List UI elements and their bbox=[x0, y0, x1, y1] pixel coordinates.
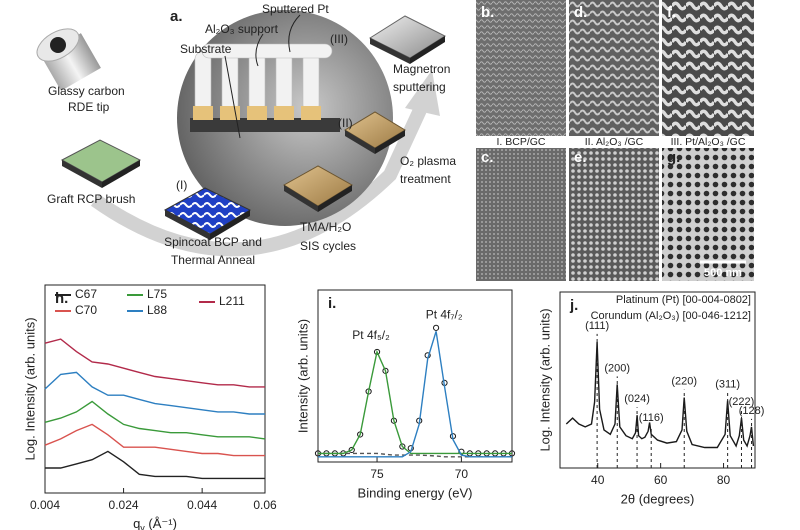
panel-label: i. bbox=[328, 295, 336, 312]
panel-label: f. bbox=[667, 4, 676, 21]
callout: Al₂O₃ support bbox=[205, 22, 279, 36]
y-axis-label: Intensity (arb. units) bbox=[295, 319, 310, 433]
data-line bbox=[318, 349, 512, 455]
data-line bbox=[318, 331, 512, 458]
y-axis-label: Log. Intensity (arb. units) bbox=[22, 317, 37, 460]
data-line bbox=[44, 338, 265, 388]
micrograph bbox=[662, 145, 754, 281]
stage-numeral: (I) bbox=[176, 178, 187, 192]
legend-label: L88 bbox=[147, 303, 167, 317]
reference-legend: Corundum (Al₂O₃) [00-046-1212] bbox=[591, 310, 751, 322]
micrograph bbox=[476, 0, 566, 139]
y-axis-label: Log. Intensity (arb. units) bbox=[537, 308, 552, 451]
panel-label: a. bbox=[170, 8, 183, 25]
process-arrow bbox=[90, 107, 427, 257]
rde-tip bbox=[36, 28, 101, 91]
data-point bbox=[348, 446, 355, 454]
x-axis-label: Binding energy (eV) bbox=[358, 485, 473, 500]
panel-label: g. bbox=[667, 149, 680, 166]
x-tick-label: 60 bbox=[654, 473, 668, 487]
panel-label: e. bbox=[574, 149, 587, 166]
data-line bbox=[44, 371, 265, 415]
callout: Sputtered Pt bbox=[262, 2, 329, 16]
data-line bbox=[565, 341, 755, 449]
panel-label: c. bbox=[481, 149, 494, 166]
data-point bbox=[399, 443, 406, 450]
caption-strip bbox=[476, 136, 754, 148]
peak-index: (222) bbox=[729, 396, 755, 408]
x-label-sub: y bbox=[140, 523, 145, 530]
callout-lines bbox=[224, 14, 301, 139]
panel-label: j. bbox=[569, 297, 578, 314]
peak-index: (024) bbox=[624, 393, 650, 405]
scale-label: 500 nm bbox=[704, 267, 742, 279]
x-tick-label: 0.06 bbox=[253, 498, 277, 512]
x-tick-label: 0.004 bbox=[30, 498, 60, 512]
brush-tile bbox=[60, 139, 142, 183]
panel-label: b. bbox=[481, 4, 494, 21]
plot-frame bbox=[317, 289, 513, 463]
peak-label: Pt 4f₇/₂ bbox=[426, 307, 463, 321]
plot-frame bbox=[559, 291, 756, 469]
x-tick-label: 40 bbox=[591, 473, 605, 487]
schematic: a. Sputtered Pt Al₂O₃ support Substrate … bbox=[36, 2, 456, 267]
panel-label: h. bbox=[55, 290, 68, 307]
reference-legend: Platinum (Pt) [00-004-0802] bbox=[616, 294, 751, 306]
stage-caption: Thermal Anneal bbox=[171, 253, 255, 267]
x-tick-label: 80 bbox=[717, 473, 731, 487]
peak-index: (220) bbox=[671, 376, 697, 388]
step-label: Graft RCP brush bbox=[47, 192, 135, 206]
x-axis-label: 2θ (degrees) bbox=[621, 491, 695, 506]
x-label-part: (Å⁻¹) bbox=[145, 516, 177, 530]
peak-index: (311) bbox=[715, 378, 740, 390]
legend-label: L211 bbox=[219, 294, 245, 308]
micrograph-caption: III. Pt/Al₂O₃ /GC bbox=[671, 136, 746, 148]
micrograph bbox=[569, 145, 659, 281]
arrow-head bbox=[405, 70, 440, 116]
callout: Substrate bbox=[180, 42, 232, 56]
x-label-part: q bbox=[133, 516, 140, 530]
tip-label: Glassy carbon bbox=[48, 84, 125, 98]
micrograph bbox=[569, 0, 659, 139]
data-line bbox=[45, 450, 265, 480]
stage-caption: Magnetron bbox=[393, 62, 450, 76]
legend-label: L75 bbox=[147, 287, 167, 301]
stage-caption: Spincoat BCP and bbox=[164, 235, 262, 249]
peak-index: (116) bbox=[639, 412, 664, 424]
legend-label: C70 bbox=[75, 303, 97, 317]
peak-index: (200) bbox=[604, 362, 630, 374]
nanostructure bbox=[190, 43, 340, 132]
stage-numeral: (II) bbox=[338, 116, 353, 130]
data-point bbox=[432, 324, 440, 331]
step-label: TMA/H₂O bbox=[300, 220, 351, 234]
data-line bbox=[44, 400, 266, 440]
peak-index: (111) bbox=[585, 320, 609, 332]
micrograph-caption: I. BCP/GC bbox=[496, 136, 545, 148]
pt-tile bbox=[368, 15, 447, 59]
peak-index: (128) bbox=[739, 405, 765, 417]
stage-numeral: (III) bbox=[330, 32, 348, 46]
peak-label: Pt 4f₅/₂ bbox=[352, 328, 390, 342]
data-line bbox=[44, 423, 265, 457]
micrograph bbox=[476, 145, 566, 281]
stage-caption: O₂ plasma bbox=[400, 154, 456, 168]
stage-caption: sputtering bbox=[393, 80, 446, 94]
step-label: SIS cycles bbox=[300, 239, 356, 253]
panel-label: d. bbox=[574, 4, 587, 21]
micrograph-caption: II. Al₂O₃ /GC bbox=[585, 136, 644, 148]
x-tick-label: 75 bbox=[370, 467, 384, 481]
x-tick-label: 0.044 bbox=[187, 498, 217, 512]
stage-caption: treatment bbox=[400, 172, 451, 186]
micrograph bbox=[662, 0, 754, 139]
x-tick-label: 0.024 bbox=[109, 498, 139, 512]
x-tick-label: 70 bbox=[455, 467, 469, 481]
tip-label: RDE tip bbox=[68, 100, 110, 114]
legend-label: C67 bbox=[75, 287, 97, 301]
micrographs: b. d. f. c. e. g. I. BCP/GC II. Al₂O₃ /G… bbox=[476, 0, 754, 281]
x-axis-label: qy (Å⁻¹) bbox=[133, 516, 177, 530]
